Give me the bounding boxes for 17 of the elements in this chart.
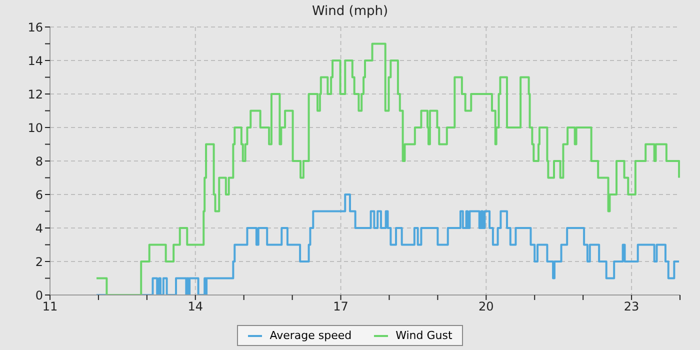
chart-title: Wind (mph): [310, 4, 390, 19]
legend-label: Average speed: [270, 329, 352, 342]
y-tick-label: 2: [35, 254, 43, 269]
x-tick-label: 20: [478, 300, 494, 314]
y-tick-label: 8: [35, 154, 43, 168]
y-tick-label: 6: [35, 188, 43, 202]
x-tick-label: 17: [333, 300, 348, 314]
y-tick-label: 16: [28, 20, 43, 34]
y-tick-label: 0: [35, 288, 43, 302]
y-tick-label: 4: [35, 221, 43, 236]
x-tick-label: 23: [624, 300, 640, 314]
y-tick-label: 14: [28, 54, 43, 68]
y-tick-label: 10: [28, 120, 43, 135]
x-tick-label: 14: [188, 300, 204, 314]
legend-label: Wind Gust: [396, 329, 452, 342]
y-tick-label: 12: [28, 87, 43, 102]
x-tick-label: 11: [42, 300, 58, 314]
